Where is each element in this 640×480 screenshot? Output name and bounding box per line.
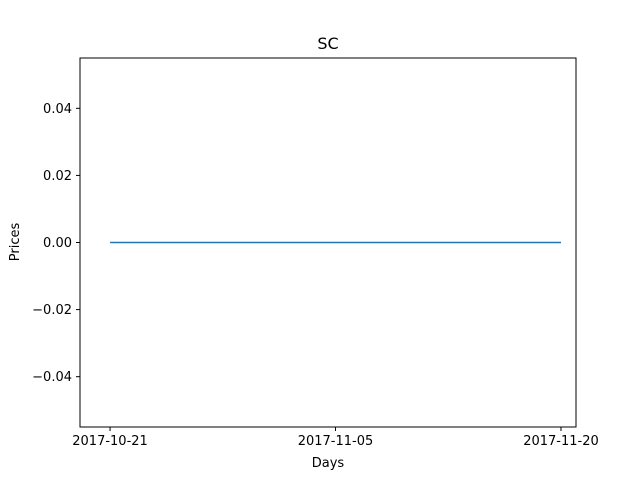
y-tick-label: −0.04 bbox=[32, 370, 72, 385]
x-tick-label: 2017-10-21 bbox=[72, 434, 148, 449]
x-tick-label: 2017-11-05 bbox=[298, 434, 374, 449]
y-axis: −0.04 −0.02 0.00 0.02 0.04 bbox=[32, 102, 80, 385]
y-tick-label: 0.00 bbox=[43, 236, 72, 251]
x-axis: 2017-10-21 2017-11-05 2017-11-20 bbox=[72, 427, 599, 449]
y-tick-label: 0.04 bbox=[43, 102, 72, 117]
y-tick-label: 0.02 bbox=[43, 169, 72, 184]
chart-title: SC bbox=[317, 34, 338, 53]
x-tick-label: 2017-11-20 bbox=[523, 434, 599, 449]
x-axis-label: Days bbox=[312, 456, 345, 471]
y-axis-label: Prices bbox=[8, 223, 23, 262]
y-tick-label: −0.02 bbox=[32, 303, 72, 318]
